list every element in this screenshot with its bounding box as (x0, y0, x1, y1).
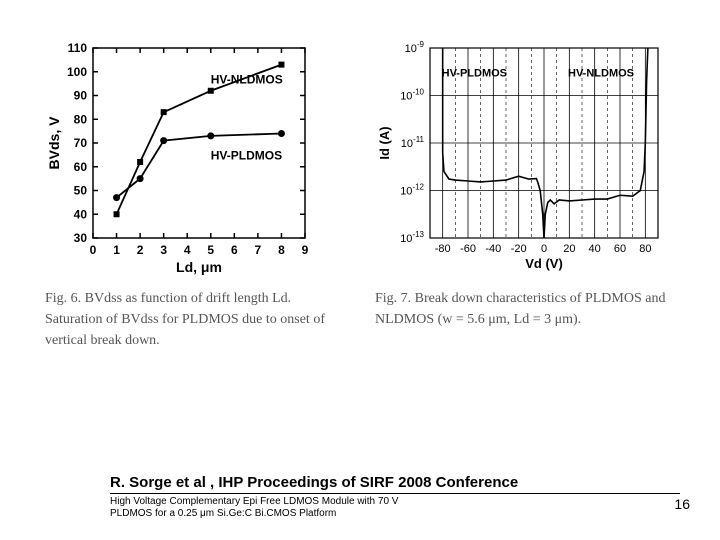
svg-text:9: 9 (302, 243, 309, 257)
svg-text:-40: -40 (485, 243, 501, 255)
page-number: 16 (674, 496, 690, 512)
left-chart-block: 0 1 2 3 4 5 6 7 8 9 30 40 50 60 70 80 90 100 110 Ld, μm BVds… (45, 30, 325, 351)
svg-text:90: 90 (74, 89, 88, 103)
svg-text:1: 1 (113, 243, 120, 257)
svg-text:70: 70 (74, 136, 88, 150)
svg-text:-20: -20 (511, 243, 527, 255)
right-chart-block: -80 -60 -40 -20 0 20 40 60 80 10-13 10-12 10-11 10-1… (375, 30, 675, 351)
svg-text:40: 40 (589, 243, 601, 255)
footer: R. Sorge et al , IHP Proceedings of SIRF… (110, 474, 680, 520)
svg-text:Ld, μm: Ld, μm (176, 259, 222, 275)
svg-text:60: 60 (74, 160, 88, 174)
fig6-caption: Fig. 6. BVdss as function of drift lengt… (45, 288, 325, 351)
svg-text:10-10: 10-10 (400, 88, 424, 103)
svg-text:80: 80 (74, 112, 88, 126)
svg-text:7: 7 (255, 243, 262, 257)
svg-text:HV-NLDMOS: HV-NLDMOS (211, 73, 283, 87)
charts-row: 0 1 2 3 4 5 6 7 8 9 30 40 50 60 70 80 90 100 110 Ld, μm BVds… (0, 0, 720, 361)
svg-text:10-11: 10-11 (401, 135, 425, 150)
svg-text:2: 2 (137, 243, 144, 257)
svg-text:20: 20 (563, 243, 575, 255)
subtitle-2: PLDMOS for a 0.25 μm Si.Ge:C Bi.CMOS Pla… (110, 508, 680, 520)
svg-text:Id (A): Id (A) (377, 126, 392, 159)
svg-text:80: 80 (639, 243, 651, 255)
svg-text:3: 3 (160, 243, 167, 257)
svg-text:60: 60 (614, 243, 626, 255)
svg-text:-60: -60 (460, 243, 476, 255)
svg-text:-80: -80 (435, 243, 451, 255)
svg-text:Vd (V): Vd (V) (525, 256, 563, 271)
svg-text:10-9: 10-9 (405, 40, 425, 55)
reference-line: R. Sorge et al , IHP Proceedings of SIRF… (110, 474, 680, 494)
svg-text:5: 5 (207, 243, 214, 257)
svg-text:110: 110 (68, 41, 88, 55)
svg-text:40: 40 (74, 207, 88, 221)
svg-text:10-12: 10-12 (400, 183, 424, 198)
svg-text:HV-NLDMOS: HV-NLDMOS (568, 68, 634, 80)
svg-text:0: 0 (541, 243, 547, 255)
svg-text:HV-PLDMOS: HV-PLDMOS (442, 68, 507, 80)
svg-text:0: 0 (90, 243, 97, 257)
svg-text:10-13: 10-13 (400, 230, 424, 245)
svg-text:BVds, V: BVds, V (46, 116, 62, 170)
svg-text:100: 100 (67, 65, 87, 79)
svg-text:30: 30 (74, 231, 88, 245)
svg-text:50: 50 (74, 184, 88, 198)
bvdss-chart: 0 1 2 3 4 5 6 7 8 9 30 40 50 60 70 80 90 100 110 Ld, μm BVds… (45, 30, 325, 280)
svg-text:6: 6 (231, 243, 238, 257)
subtitle-1: High Voltage Complementary Epi Free LDMO… (110, 496, 680, 508)
fig7-caption: Fig. 7. Break down characteristics of PL… (375, 288, 675, 330)
svg-text:4: 4 (184, 243, 191, 257)
breakdown-chart: -80 -60 -40 -20 0 20 40 60 80 10-13 10-12 10-11 10-1… (375, 30, 675, 280)
svg-text:HV-PLDMOS: HV-PLDMOS (211, 149, 282, 163)
svg-text:8: 8 (278, 243, 285, 257)
